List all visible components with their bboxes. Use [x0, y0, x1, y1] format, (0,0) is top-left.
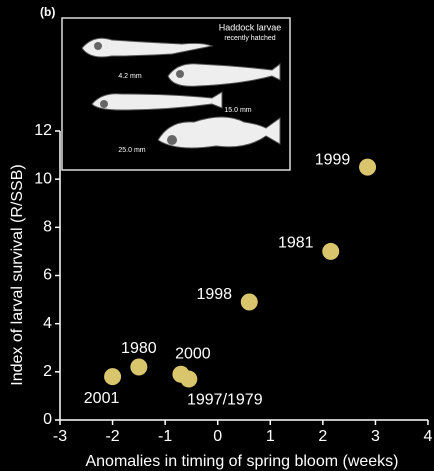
eye	[100, 100, 108, 108]
inset: Haddock larvae recently hatched 4.2 mm 1…	[62, 18, 290, 170]
size-label: 4.2 mm	[118, 73, 142, 80]
point	[241, 293, 258, 310]
point-label: 1998	[196, 286, 232, 303]
y-tick-label: 10	[34, 170, 52, 187]
panel-label: (b)	[40, 5, 55, 19]
inset-title: Haddock larvae	[219, 22, 282, 32]
point	[180, 371, 197, 388]
y-tick-label: 2	[43, 363, 52, 380]
size-label: 15.0 mm	[224, 107, 251, 114]
y-tick-label: 4	[43, 315, 52, 332]
point	[359, 159, 376, 176]
y-tick-label: 6	[43, 267, 52, 284]
point-label: 2001	[84, 390, 120, 407]
x-tick-label: -1	[158, 428, 172, 445]
x-tick-label: 3	[371, 428, 380, 445]
point	[322, 243, 339, 260]
x-tick-label: -3	[53, 428, 67, 445]
x-tick-label: 0	[213, 428, 222, 445]
point-label: 1999	[315, 151, 351, 168]
point	[104, 368, 121, 385]
y-axis-label: Index of larval survival (R/SSB)	[9, 164, 26, 385]
point	[130, 359, 147, 376]
point-label: 1981	[278, 235, 314, 252]
x-tick-label: 1	[266, 428, 275, 445]
y-tick-label: 12	[34, 122, 52, 139]
x-axis-label: Anomalies in timing of spring bloom (wee…	[85, 453, 398, 470]
eye	[167, 135, 177, 145]
point-label: 1997/1979	[187, 391, 263, 408]
size-label: 25.0 mm	[118, 147, 145, 154]
x-tick-label: 2	[318, 428, 327, 445]
inset-subtitle: recently hatched	[224, 35, 275, 42]
x-tick-label: -2	[105, 428, 119, 445]
point-label: 1980	[121, 340, 157, 357]
eye	[176, 70, 184, 78]
eye	[94, 42, 102, 50]
y-tick-label: 8	[43, 219, 52, 236]
y-tick-label: 0	[43, 411, 52, 428]
x-tick-label: 4	[424, 428, 433, 445]
point-label: 2000	[175, 345, 211, 362]
chart: (b) Haddock larvae recently hatched 4.2 …	[0, 0, 434, 471]
